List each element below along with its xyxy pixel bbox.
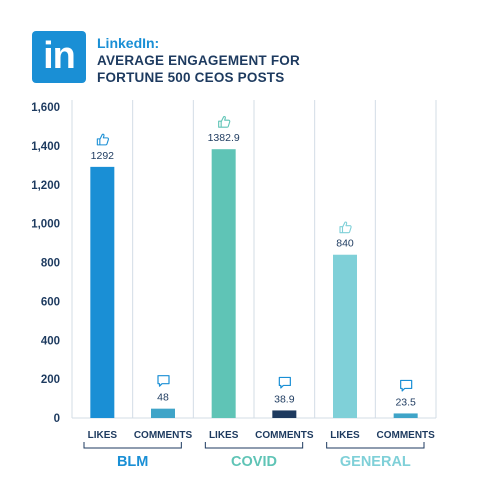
bar-general-comments xyxy=(393,413,418,418)
data-label: 48 xyxy=(157,392,169,404)
group-label: COVID xyxy=(231,454,277,470)
data-label: 840 xyxy=(336,238,354,250)
y-axis: 0 200 400 600 800 1,000 1,200 1,400 1,600 xyxy=(31,102,60,425)
group-label: GENERAL xyxy=(340,454,411,470)
data-label: 1292 xyxy=(91,150,115,162)
bar-covid-comments xyxy=(272,410,297,418)
thumbs-up-icon-shape xyxy=(96,133,109,146)
y-tick-label: 1,200 xyxy=(31,180,60,192)
group-bracket xyxy=(326,442,425,449)
comment-icon xyxy=(157,375,170,387)
title-brand: LinkedIn: xyxy=(97,35,160,51)
y-tick-label: 0 xyxy=(54,413,60,425)
y-tick-label: 1,600 xyxy=(31,102,60,114)
group-bracket xyxy=(83,442,182,449)
group-bracket xyxy=(204,442,304,449)
data-label: 23.5 xyxy=(395,396,416,408)
bar-blm-comments xyxy=(151,408,175,418)
thumbs-up-icon xyxy=(339,221,352,234)
y-tick-label: 400 xyxy=(41,335,60,347)
y-tick-label: 1,400 xyxy=(31,141,60,153)
group-label: BLM xyxy=(117,454,148,470)
comment-icon-shape xyxy=(400,379,413,392)
y-tick-label: 600 xyxy=(41,296,60,308)
category-label: COMMENTS xyxy=(255,430,314,441)
thumbs-up-icon-shape xyxy=(218,115,231,128)
linkedin-logo-text: in xyxy=(43,35,76,77)
category-label: COMMENTS xyxy=(376,430,435,441)
chart-title: LinkedIn: AVERAGE ENGAGEMENT FOR FORTUNE… xyxy=(97,34,300,86)
category-label: LIKES xyxy=(88,430,118,441)
comment-icon-shape xyxy=(157,375,170,387)
y-tick-label: 200 xyxy=(41,374,60,386)
series-group-blm: 1292 LIKES 48 COMMENTS BLM xyxy=(83,133,193,470)
bar-general-likes xyxy=(333,254,357,418)
category-label: LIKES xyxy=(330,430,360,441)
series-group-general: 840 LIKES 23.5 COMMENTS GENERAL xyxy=(326,221,435,470)
y-tick-label: 800 xyxy=(41,258,60,270)
category-label: LIKES xyxy=(209,430,239,441)
data-label: 1382.9 xyxy=(208,132,240,144)
series-group-covid: 1382.9 LIKES 38.9 COMMENTS COVID xyxy=(204,115,314,470)
title-line-1: AVERAGE ENGAGEMENT FOR xyxy=(97,53,300,68)
thumbs-up-icon xyxy=(218,115,231,128)
column-backgrounds xyxy=(71,100,437,418)
thumbs-up-icon xyxy=(96,133,109,146)
bar-covid-likes xyxy=(211,149,236,419)
comment-icon xyxy=(400,379,413,392)
category-label: COMMENTS xyxy=(134,430,193,441)
y-tick-label: 1,000 xyxy=(31,219,60,231)
data-label: 38.9 xyxy=(274,393,295,405)
linkedin-logo: in xyxy=(32,31,86,83)
title-line-2: FORTUNE 500 CEOS POSTS xyxy=(97,70,285,85)
comment-icon xyxy=(278,376,291,389)
thumbs-up-icon-shape xyxy=(339,221,352,234)
bar-blm-likes xyxy=(90,166,115,418)
comment-icon-shape xyxy=(278,376,291,389)
